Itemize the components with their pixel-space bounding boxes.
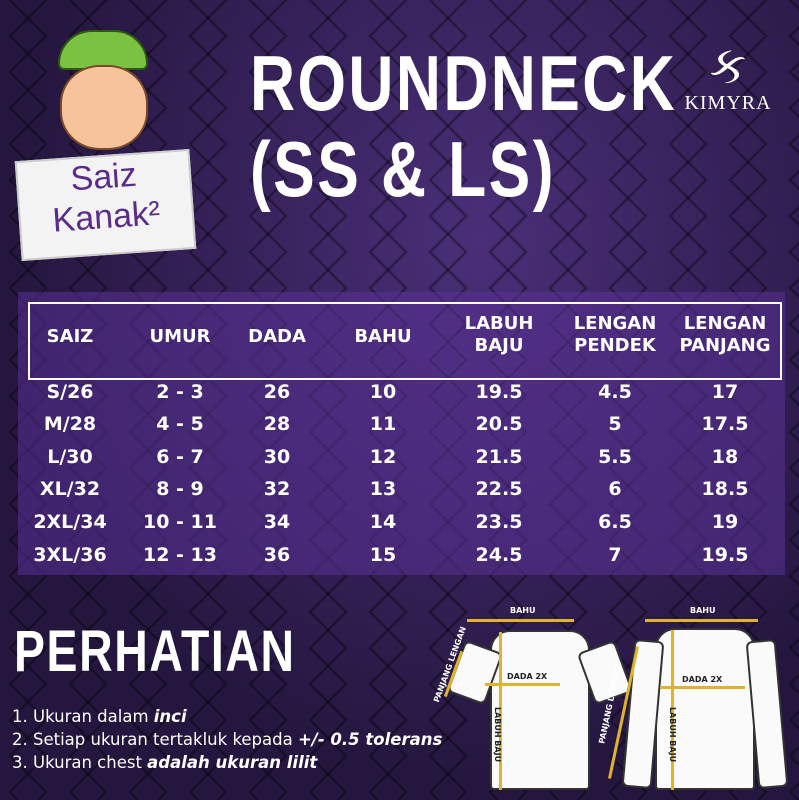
table-cell: 18.5 [701, 478, 749, 500]
table-cell: 10 - 11 [143, 511, 217, 533]
table-cell: 32 [263, 478, 291, 500]
label-dada: DADA 2X [682, 675, 723, 684]
table-cell: 30 [263, 446, 291, 468]
table-cell: 17 [711, 381, 739, 403]
title-line-1: ROUNDNECK [250, 39, 678, 127]
column-header: DADA [248, 326, 306, 347]
column-header: LENGAN PENDEK [573, 313, 657, 356]
table-cell: XL/32 [39, 478, 101, 500]
kids-size-sign: Saiz Kanak² [14, 149, 197, 261]
table-cell: S/26 [46, 381, 94, 403]
kid-illustration: Saiz Kanak² [14, 25, 198, 261]
table-cell: 11 [369, 413, 397, 435]
table-header [28, 302, 782, 380]
table-cell: 24.5 [475, 544, 523, 566]
table-cell: 8 - 9 [156, 478, 204, 500]
table-cell: 17.5 [701, 413, 749, 435]
face-icon [60, 65, 148, 150]
page-title: ROUNDNECK (SS & LS) [250, 40, 677, 212]
table-cell: 13 [369, 478, 397, 500]
measure-line [467, 619, 574, 622]
label-dada: DADA 2X [507, 672, 548, 681]
note-item: 2. Setiap ukuran tertakluk kepada +/- 0.… [12, 730, 443, 749]
column-header: LENGAN PANJANG [679, 313, 771, 356]
tshirt-icon [490, 630, 590, 790]
measure-line [499, 632, 502, 790]
table-cell: 21.5 [475, 446, 523, 468]
table-cell: 19.5 [701, 544, 749, 566]
logo-mark: ક [709, 36, 747, 96]
table-cell: 28 [263, 413, 291, 435]
note-item: 1. Ukuran dalam inci [12, 707, 187, 726]
hat-icon [58, 30, 148, 70]
size-table [18, 292, 785, 575]
table-cell: 6 [608, 478, 622, 500]
table-cell: 15 [369, 544, 397, 566]
table-cell: 34 [263, 511, 291, 533]
table-cell: 19.5 [475, 381, 523, 403]
table-cell: 12 [369, 446, 397, 468]
notice-heading: PERHATIAN [14, 619, 296, 684]
title-line-2: (SS & LS) [250, 125, 556, 213]
table-cell: 4 - 5 [156, 413, 204, 435]
table-cell: 18 [711, 446, 739, 468]
label-bahu: BAHU [690, 606, 716, 615]
measure-line [485, 683, 560, 686]
column-header: LABUH BAJU [464, 313, 534, 356]
table-cell: 23.5 [475, 511, 523, 533]
note-item: 3. Ukuran chest adalah ukuran lilit [12, 753, 318, 772]
table-cell: 6.5 [598, 511, 632, 533]
table-cell: 36 [263, 544, 291, 566]
table-cell: 10 [369, 381, 397, 403]
table-cell: 5 [608, 413, 622, 435]
brand-logo: ક KIMYRA [668, 40, 788, 115]
table-cell: 5.5 [598, 446, 632, 468]
column-header: BAHU [354, 326, 412, 347]
table-cell: 6 - 7 [156, 446, 204, 468]
table-cell: 3XL/36 [33, 544, 107, 566]
column-header: UMUR [149, 326, 211, 347]
table-cell: 7 [608, 544, 622, 566]
table-cell: 14 [369, 511, 397, 533]
measure-line [645, 619, 758, 622]
label-bahu: BAHU [510, 606, 536, 615]
table-cell: 2 - 3 [156, 381, 204, 403]
notice-list: 1. Ukuran dalam inci 2. Setiap ukuran te… [12, 705, 442, 774]
table-cell: 22.5 [475, 478, 523, 500]
table-cell: 26 [263, 381, 291, 403]
table-cell: M/28 [43, 413, 97, 435]
column-header: SAIZ [46, 326, 94, 347]
measure-line [671, 630, 674, 790]
label-labuh: LABUH BAJU [493, 706, 503, 763]
measure-line [660, 686, 745, 689]
table-cell: 19 [711, 511, 739, 533]
table-cell: 20.5 [475, 413, 523, 435]
table-cell: L/30 [47, 446, 93, 468]
brand-name: KIMYRA [684, 92, 772, 114]
table-cell: 4.5 [598, 381, 632, 403]
table-cell: 2XL/34 [33, 511, 107, 533]
table-cell: 12 - 13 [143, 544, 217, 566]
label-labuh: LABUH BAJU [668, 706, 678, 763]
